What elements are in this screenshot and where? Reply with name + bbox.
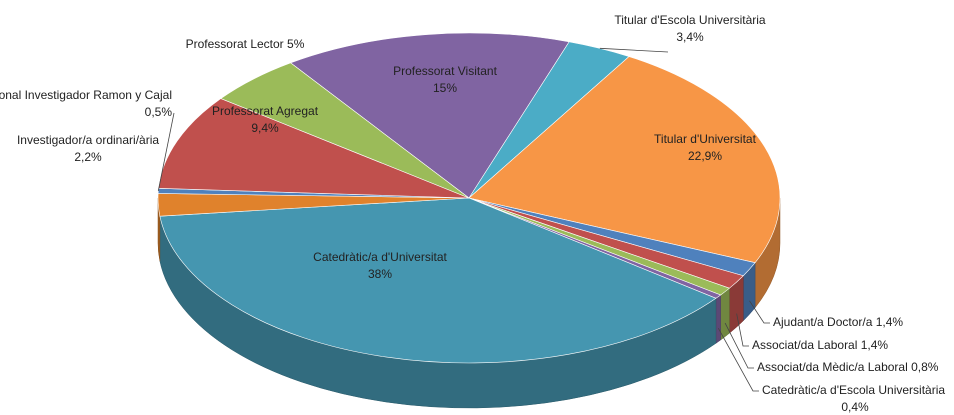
category-label: Ajudant/a Doctor/a — [773, 315, 873, 329]
value-label: 1,4% — [861, 338, 889, 352]
slice — [159, 197, 717, 364]
category-label: Personal Investigador Ramon y Cajal — [0, 88, 172, 102]
category-label: Professorat Lector — [186, 37, 284, 51]
category-label: Associat/da Mèdic/a Laboral — [757, 360, 908, 374]
slice — [468, 56, 781, 264]
category-label: Professorat Visitant — [393, 64, 497, 78]
category-label: Catedràtic/a d'Escola Universitària — [762, 383, 945, 397]
data-label: Ajudant/a Doctor/a 1,4% — [773, 315, 903, 329]
leader-line — [749, 300, 770, 324]
category-label: Catedràtic/a d'Universitat — [313, 250, 447, 264]
category-label: Investigador/a ordinari/ària — [17, 133, 159, 147]
slice — [158, 98, 470, 199]
slice-side — [715, 294, 721, 344]
category-label: Professorat Agregat — [212, 104, 319, 118]
category-label: Titular d'Escola Universitària — [614, 13, 766, 27]
leader-line — [736, 313, 749, 347]
value-label: 5% — [287, 37, 305, 51]
data-label: Professorat Lector 5% — [186, 37, 305, 51]
leader-line — [724, 322, 754, 369]
slice — [220, 62, 470, 199]
slice — [290, 32, 570, 199]
value-label: 9,4% — [251, 121, 279, 135]
value-label: 3,4% — [676, 30, 704, 44]
data-label: Associat/da Mèdic/a Laboral 0,8% — [757, 360, 939, 374]
leader-line — [157, 112, 175, 191]
leader-line — [599, 47, 669, 53]
slice-side — [720, 287, 730, 341]
value-label: 0,5% — [145, 105, 173, 119]
value-label: 0,8% — [911, 360, 939, 374]
value-label: 2,2% — [74, 150, 102, 164]
category-label: Titular d'Universitat — [654, 132, 757, 146]
value-label: 15% — [433, 81, 457, 95]
value-label: 22,9% — [688, 149, 722, 163]
value-label: 0,4% — [841, 400, 869, 414]
category-label: Associat/da Laboral — [752, 338, 857, 352]
leader-line — [717, 327, 759, 392]
value-label: 38% — [368, 267, 392, 281]
value-label: 1,4% — [876, 315, 904, 329]
data-label: Associat/da Laboral 1,4% — [752, 338, 888, 352]
